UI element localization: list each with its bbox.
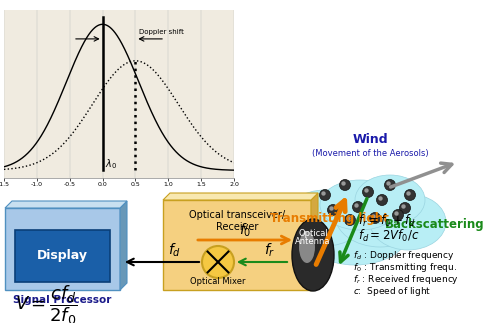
Circle shape — [404, 190, 415, 201]
Ellipse shape — [320, 180, 400, 230]
Circle shape — [386, 181, 390, 186]
Text: $f_d$: $f_d$ — [168, 241, 181, 259]
Polygon shape — [163, 200, 311, 290]
Text: $f_r$: $f_r$ — [264, 241, 276, 259]
Text: $f_r = f_0 + f_d$: $f_r = f_0 + f_d$ — [358, 213, 416, 229]
Text: $V = \dfrac{cf_d}{2f_0}$: $V = \dfrac{cf_d}{2f_0}$ — [15, 283, 78, 323]
Polygon shape — [311, 193, 318, 290]
Circle shape — [362, 186, 374, 197]
Circle shape — [372, 214, 376, 219]
Circle shape — [346, 216, 350, 221]
Text: $f_d$ : Doppler frequency: $f_d$ : Doppler frequency — [353, 249, 454, 262]
Circle shape — [344, 214, 356, 225]
Text: $f_d = 2Vf_0/c$: $f_d = 2Vf_0/c$ — [358, 228, 420, 244]
Ellipse shape — [299, 231, 315, 263]
Ellipse shape — [285, 190, 365, 246]
Circle shape — [202, 246, 234, 278]
Circle shape — [328, 204, 338, 215]
Circle shape — [384, 180, 396, 191]
Ellipse shape — [335, 183, 425, 247]
Circle shape — [320, 190, 330, 201]
Circle shape — [378, 196, 382, 201]
Text: Optical transceiver/: Optical transceiver/ — [189, 210, 285, 220]
Circle shape — [402, 204, 406, 209]
Circle shape — [354, 203, 358, 208]
Circle shape — [370, 213, 380, 224]
Circle shape — [342, 181, 345, 186]
Text: Optical: Optical — [298, 228, 328, 237]
Ellipse shape — [370, 194, 446, 250]
Polygon shape — [163, 193, 318, 200]
Circle shape — [406, 191, 410, 196]
Text: (Movement of the Aerosols): (Movement of the Aerosols) — [312, 149, 428, 158]
Text: $f_r$ : Received frequency: $f_r$ : Received frequency — [353, 273, 459, 286]
Text: Wind: Wind — [352, 133, 388, 146]
Polygon shape — [5, 201, 127, 208]
Circle shape — [322, 191, 326, 196]
Text: Backscattering: Backscattering — [385, 218, 484, 231]
Polygon shape — [5, 208, 120, 290]
Circle shape — [400, 203, 410, 214]
Ellipse shape — [300, 195, 410, 265]
FancyBboxPatch shape — [15, 230, 110, 282]
Text: Optical Mixer: Optical Mixer — [190, 277, 246, 287]
Text: $c$:  Speed of light: $c$: Speed of light — [353, 285, 431, 298]
Text: Receiver: Receiver — [216, 222, 258, 232]
Text: Doppler shift: Doppler shift — [138, 28, 184, 35]
Text: Signal Processor: Signal Processor — [13, 295, 111, 305]
Circle shape — [352, 202, 364, 213]
Circle shape — [376, 194, 388, 205]
Text: Transmitting light: Transmitting light — [270, 212, 389, 225]
Circle shape — [394, 211, 398, 216]
Text: $\lambda_0$: $\lambda_0$ — [105, 157, 118, 171]
Circle shape — [330, 206, 334, 211]
Text: $f_0$: $f_0$ — [239, 221, 251, 239]
Ellipse shape — [355, 175, 425, 225]
Circle shape — [340, 180, 350, 191]
Circle shape — [392, 210, 404, 221]
Ellipse shape — [292, 219, 334, 291]
Polygon shape — [120, 201, 127, 290]
Text: Antenna: Antenna — [295, 237, 331, 246]
Circle shape — [364, 188, 368, 193]
Text: $f_0$ : Transmitting frequ.: $f_0$ : Transmitting frequ. — [353, 261, 457, 274]
Text: Display: Display — [36, 248, 88, 262]
